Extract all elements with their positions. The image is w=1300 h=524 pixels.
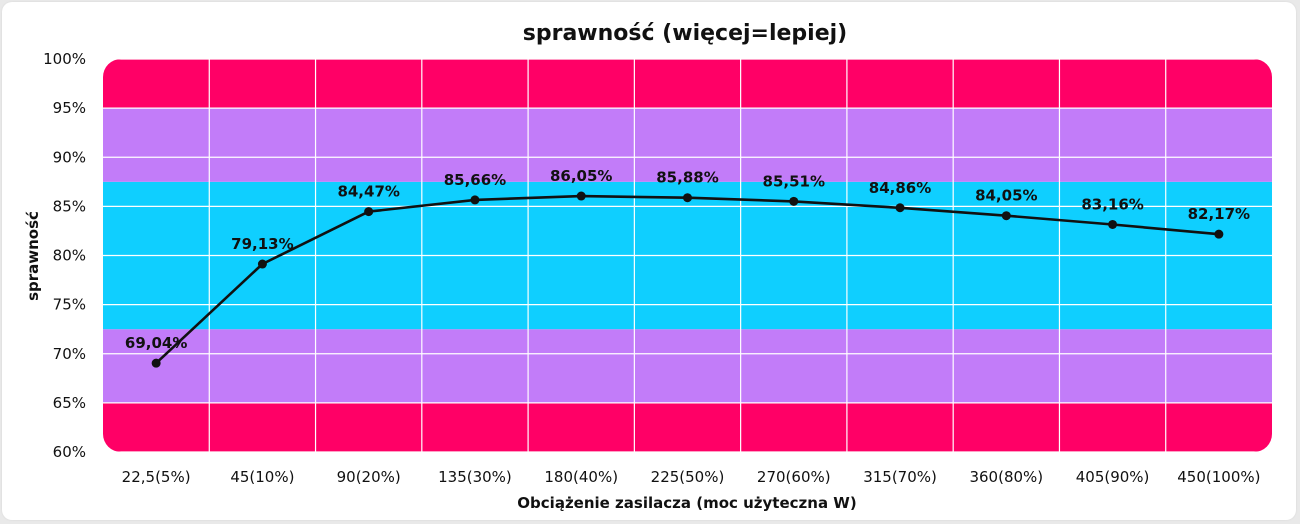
data-label: 83,16% [1081,195,1143,213]
data-label: 84,86% [869,179,931,197]
y-tick-label: 60% [53,443,86,461]
x-tick-label: 135(30%) [438,468,512,486]
x-tick-label: 270(60%) [757,468,831,486]
x-tick-label: 450(100%) [1177,468,1260,486]
y-tick-label: 100% [43,50,86,68]
y-tick-label: 65% [53,394,86,412]
data-label: 82,17% [1188,205,1250,223]
data-point [683,193,692,203]
x-tick-label: 180(40%) [544,468,618,486]
band-3 [103,108,1272,182]
y-tick-label: 85% [53,197,86,215]
gridlines [103,59,1272,452]
data-point [470,195,480,205]
data-point [364,207,374,217]
data-labels: 69,04% 79,13% 84,47% 85,66% 86,05% 85,88% 85,5… [125,167,1250,352]
y-axis-label: sprawność [24,211,42,301]
data-label: 85,88% [656,169,718,187]
data-label: 86,05% [550,167,612,185]
y-tick-label: 80% [53,247,86,265]
data-label: 79,13% [231,235,293,253]
data-point [257,259,267,269]
x-tick-label: 22,5(5%) [122,468,191,486]
data-point [1001,211,1011,221]
data-label: 84,05% [975,187,1037,205]
chart-title: sprawność (więcej=lepiej) [523,21,847,46]
band-0 [103,402,1272,452]
x-tick-label: 45(10%) [230,468,294,486]
data-point [151,358,161,368]
x-axis-ticks: 22,5(5%) 45(10%) 90(20%) 135(30%) 180(40%) 22… [122,468,1261,486]
y-tick-label: 90% [53,148,86,166]
data-label: 85,51% [763,172,825,190]
x-axis-label: Obciążenie zasilacza (moc użyteczna W) [517,494,856,512]
data-point [1108,219,1118,229]
y-tick-label: 95% [53,99,86,117]
x-tick-label: 90(20%) [337,468,401,486]
y-tick-label: 75% [53,296,86,314]
data-label: 69,04% [125,334,187,352]
band-1 [103,329,1272,403]
x-tick-label: 360(80%) [969,468,1043,486]
y-tick-label: 70% [53,345,86,363]
x-tick-label: 315(70%) [863,468,937,486]
data-point [789,196,799,206]
data-point [895,203,905,213]
data-points [151,191,1224,368]
band-4 [103,59,1272,109]
data-label: 84,47% [337,183,399,201]
x-tick-label: 225(50%) [651,468,725,486]
y-axis-ticks: 60% 65% 70% 75% 80% 85% 90% 95% 100% [43,50,86,461]
data-point [576,191,586,201]
data-point [1214,229,1224,239]
data-label: 85,66% [444,171,506,189]
x-tick-label: 405(90%) [1076,468,1150,486]
